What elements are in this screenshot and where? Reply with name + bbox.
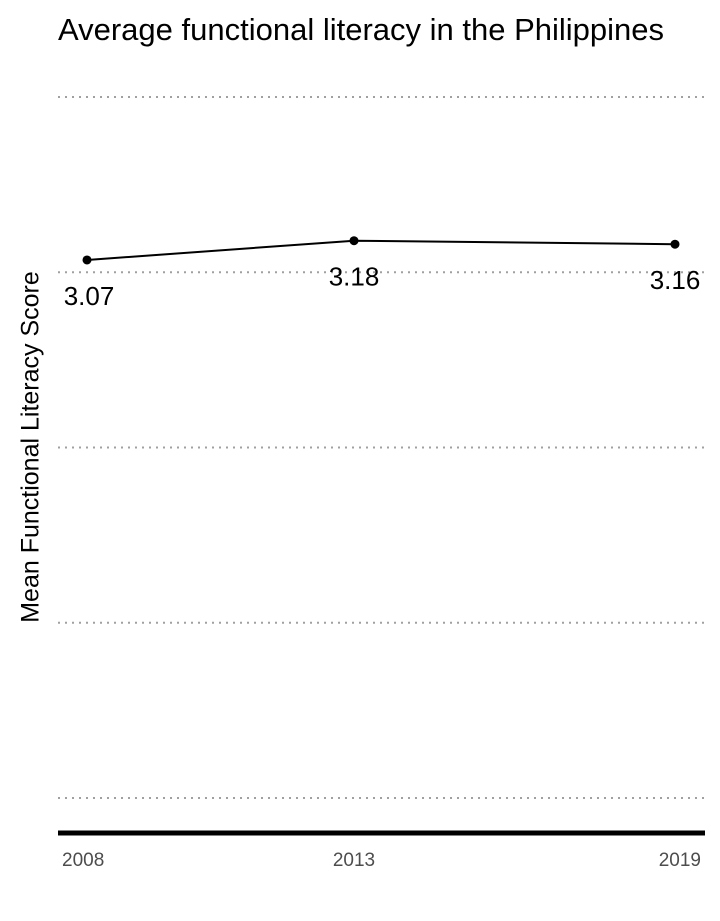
x-tick-label: 2019 xyxy=(659,850,701,871)
x-tick-labels: 2008 2013 2019 xyxy=(62,850,701,871)
series-line xyxy=(86,239,676,261)
data-labels: 3.07 3.18 3.16 xyxy=(64,262,701,311)
chart-title: Average functional literacy in the Phili… xyxy=(58,12,665,47)
x-tick-label: 2008 xyxy=(62,850,104,871)
data-label: 3.18 xyxy=(329,262,380,292)
data-point xyxy=(349,236,359,246)
data-point xyxy=(670,239,680,249)
gridlines xyxy=(58,96,705,799)
data-point xyxy=(82,255,92,265)
series xyxy=(82,236,680,265)
data-label: 3.07 xyxy=(64,281,115,311)
data-label: 3.16 xyxy=(650,265,701,295)
x-tick-label: 2013 xyxy=(333,850,375,871)
